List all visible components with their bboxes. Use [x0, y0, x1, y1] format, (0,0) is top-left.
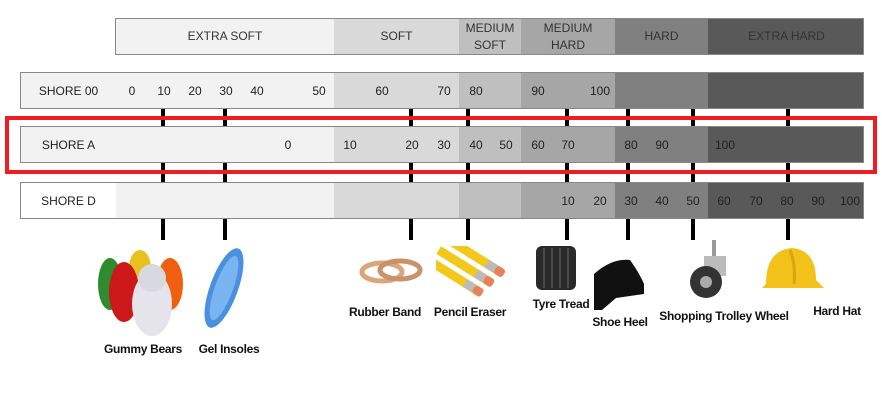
tick-label: 40 — [655, 193, 669, 208]
tick-label: 0 — [284, 137, 292, 152]
example-label-tyre-tread: Tyre Tread — [532, 297, 590, 311]
tick-label: 100 — [714, 137, 736, 152]
category-header: EXTRA SOFT SOFT MEDIUM SOFT MEDIUM HARD … — [115, 18, 864, 55]
tick-label: 80 — [780, 193, 794, 208]
example-label-hard-hat: Hard Hat — [813, 304, 861, 318]
scale-row-shore-00: SHORE 00 0 10 20 30 40 50 60 70 80 90 10… — [20, 72, 864, 109]
example-label-rubber-band: Rubber Band — [348, 305, 422, 319]
tick-label: 60 — [717, 193, 731, 208]
scale-label: SHORE A — [41, 137, 96, 152]
shore-a-highlight-box — [5, 116, 877, 174]
tick-line — [223, 108, 227, 240]
tick-line — [786, 108, 790, 240]
category-medium-hard: MEDIUM HARD — [521, 19, 615, 54]
trolley-wheel-image — [690, 240, 726, 298]
rubber-band-image — [359, 258, 423, 284]
tick-label: 30 — [219, 83, 233, 98]
tick-label: 50 — [312, 83, 326, 98]
hard-hat-image — [762, 248, 824, 288]
tyre-tread-image — [536, 246, 576, 290]
tick-label: 20 — [593, 193, 607, 208]
tick-line — [626, 108, 630, 240]
tick-label: 70 — [561, 137, 575, 152]
tick-label: 70 — [749, 193, 763, 208]
tick-label: 40 — [250, 83, 264, 98]
gummy-bears-image — [98, 250, 183, 336]
tick-label: 70 — [437, 83, 451, 98]
category-medium-soft: MEDIUM SOFT — [459, 19, 521, 54]
tick-label: 10 — [561, 193, 575, 208]
tick-label: 30 — [437, 137, 451, 152]
category-hard: HARD — [615, 19, 708, 54]
tick-label: 60 — [375, 83, 389, 98]
example-label-shopping-trolley-wheel: Shopping Trolley Wheel — [659, 309, 789, 323]
tick-label: 60 — [531, 137, 545, 152]
scale-row-shore-d: SHORE D 10 20 30 40 50 60 70 80 90 100 — [20, 182, 864, 219]
example-label-shoe-heel: Shoe Heel — [592, 315, 648, 329]
tick-line — [409, 108, 413, 240]
tick-line — [691, 108, 695, 240]
tick-label: 100 — [839, 193, 861, 208]
category-soft: SOFT — [334, 19, 459, 54]
tick-label: 30 — [624, 193, 638, 208]
tick-label: 90 — [811, 193, 825, 208]
scale-row-shore-a: SHORE A 0 10 20 30 40 50 60 70 80 90 100 — [20, 126, 864, 163]
scale-label: SHORE 00 — [38, 83, 99, 98]
example-label-gummy-bears: Gummy Bears — [103, 342, 183, 356]
tick-label: 90 — [531, 83, 545, 98]
scale-label: SHORE D — [41, 193, 96, 208]
tick-label: 10 — [343, 137, 357, 152]
example-label-pencil-eraser: Pencil Eraser — [433, 305, 507, 319]
shoe-image — [594, 259, 644, 310]
tick-label: 100 — [589, 83, 611, 98]
example-label-gel-insoles: Gel Insoles — [198, 342, 260, 356]
tick-label: 80 — [624, 137, 638, 152]
tick-line — [161, 108, 165, 240]
pencil-eraser-image — [436, 246, 506, 297]
tick-line — [565, 108, 569, 240]
tick-label: 80 — [469, 83, 483, 98]
category-extra-soft: EXTRA SOFT — [116, 19, 334, 54]
gel-insole-image — [204, 248, 244, 328]
category-extra-hard: EXTRA HARD — [708, 19, 863, 54]
tick-label: 40 — [469, 137, 483, 152]
tick-label: 0 — [128, 83, 136, 98]
tick-label: 20 — [188, 83, 202, 98]
tick-label: 20 — [405, 137, 419, 152]
tick-label: 90 — [655, 137, 669, 152]
tick-label: 10 — [157, 83, 171, 98]
tick-label: 50 — [686, 193, 700, 208]
tick-label: 50 — [499, 137, 513, 152]
tick-line — [466, 108, 470, 240]
